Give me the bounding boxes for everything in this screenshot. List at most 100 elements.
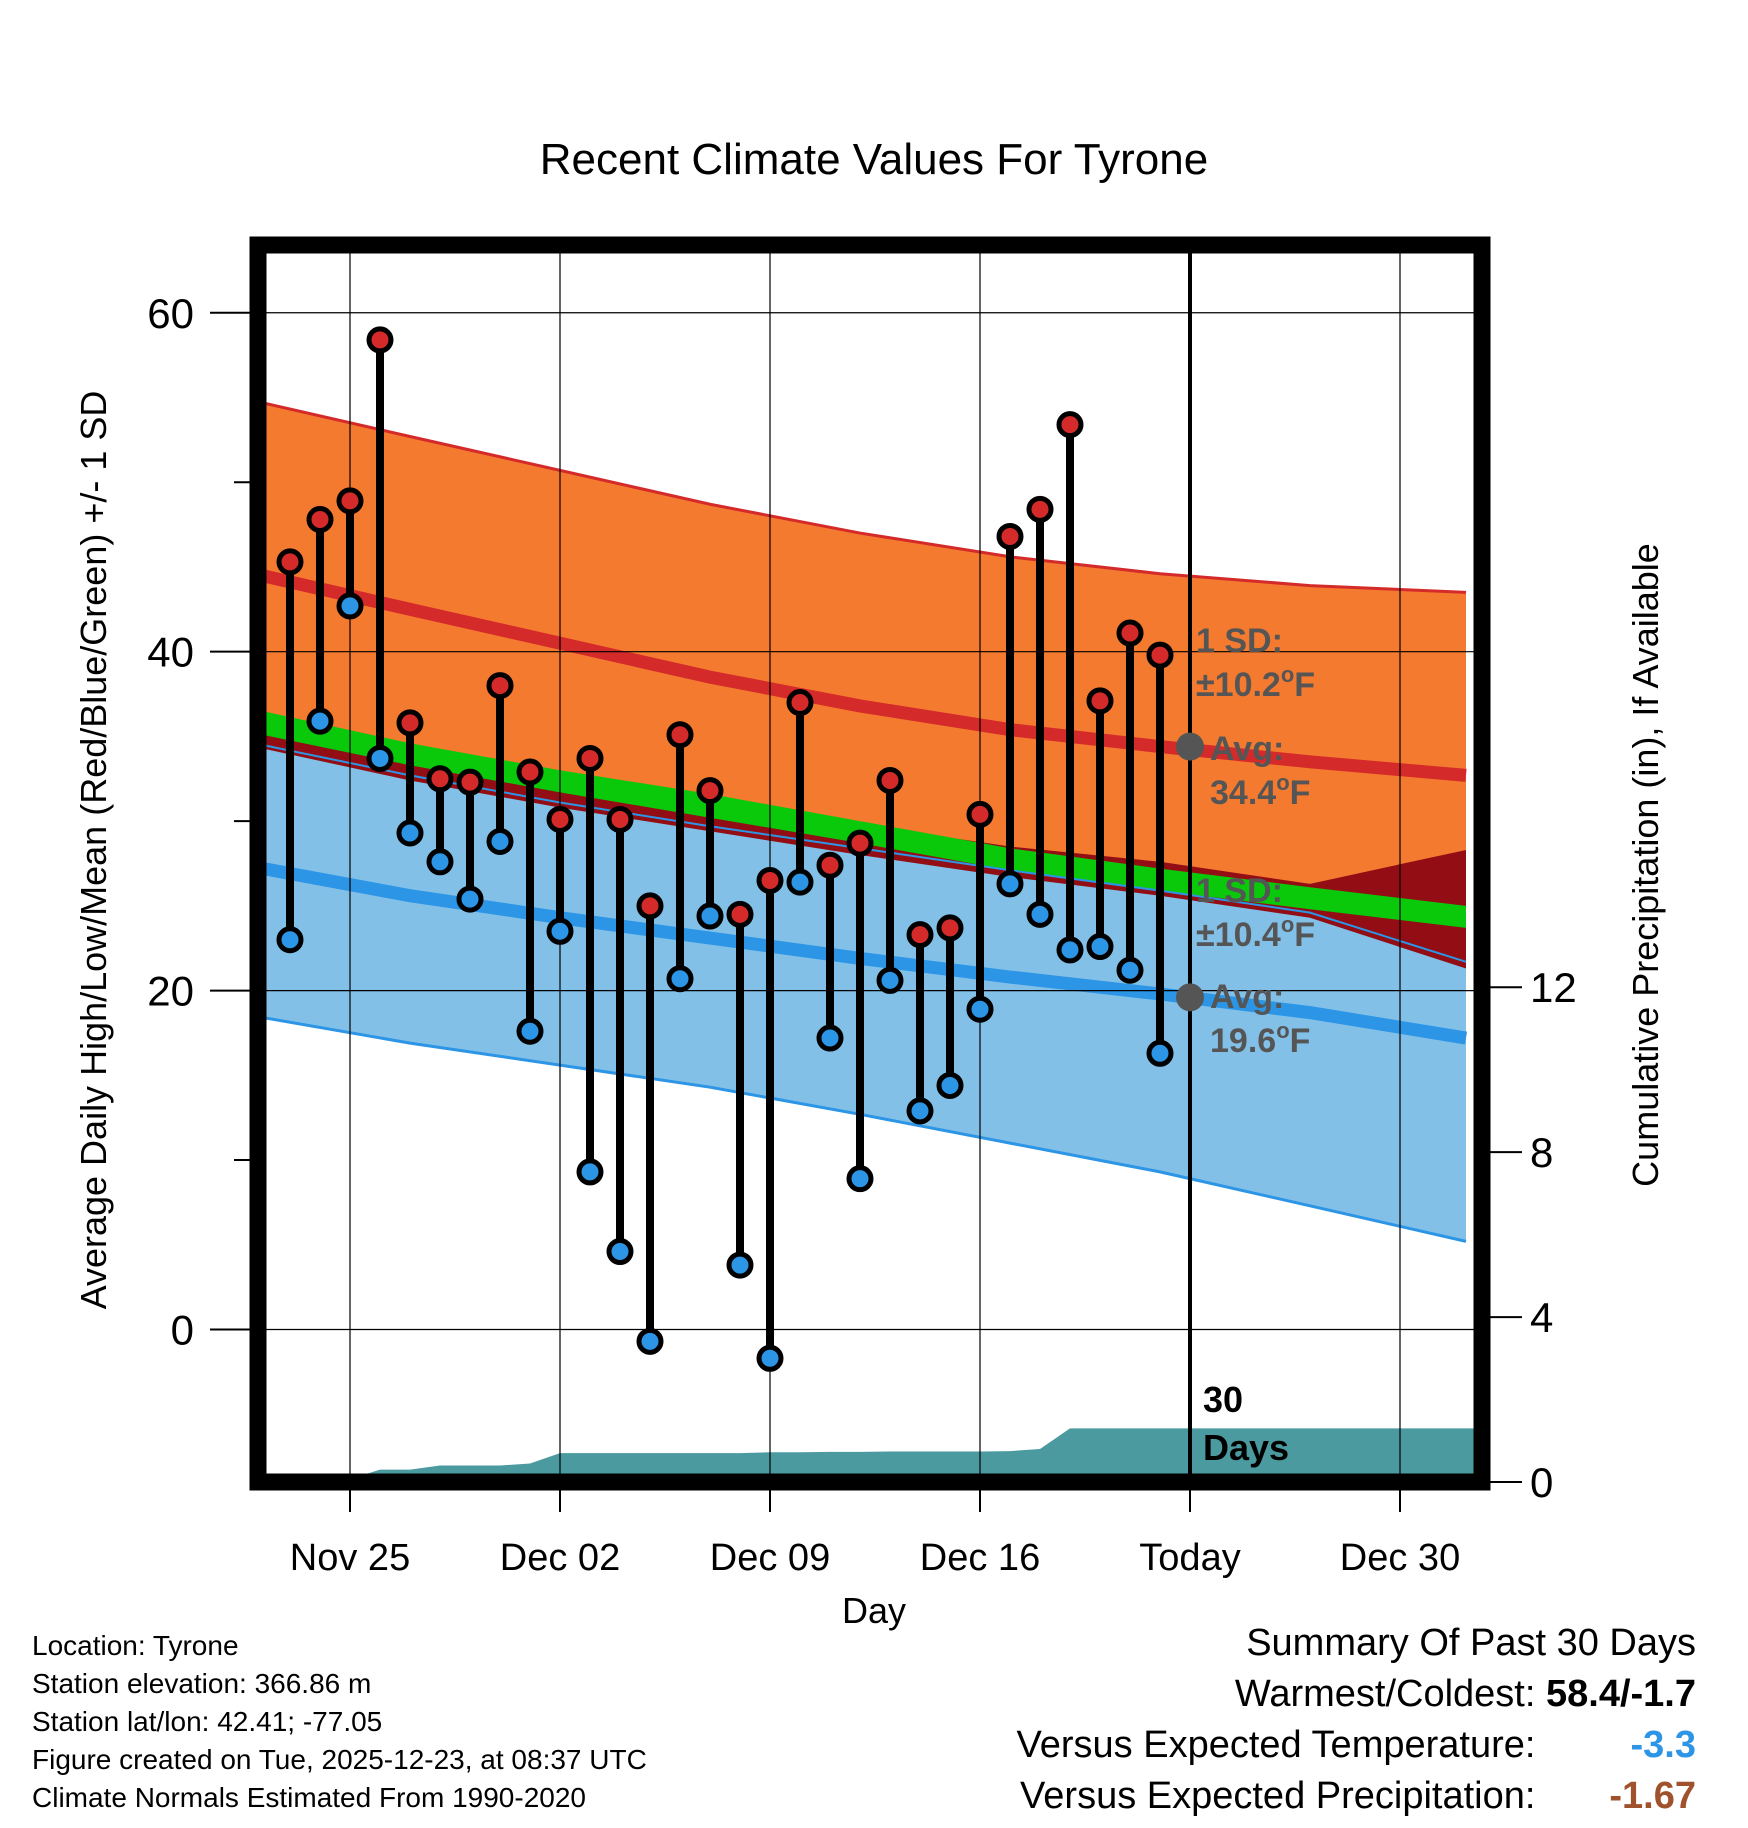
low-avg-marker xyxy=(1176,983,1204,1012)
high-point xyxy=(546,805,574,833)
x-tick-label: Today xyxy=(1139,1537,1240,1579)
high-point xyxy=(306,506,334,534)
high-sd-annotation: ±10.2oF xyxy=(1196,662,1315,704)
summary-temp-label: Versus Expected Temperature: xyxy=(1016,1724,1536,1766)
summary-temp-row: Versus Expected Temperature: -3.3 xyxy=(1017,1724,1696,1775)
low-point xyxy=(576,1158,604,1186)
low-point xyxy=(696,902,724,930)
high-point xyxy=(486,672,514,700)
y-tick-label: 0 xyxy=(171,1306,194,1353)
low-point xyxy=(936,1071,964,1099)
low-sd-annotation: ±10.4oF xyxy=(1196,912,1315,954)
high-avg-marker xyxy=(1176,732,1204,761)
info-location: Location: Tyrone xyxy=(32,1630,239,1661)
high-point xyxy=(906,921,934,949)
high-point xyxy=(756,866,784,894)
high-point xyxy=(726,900,754,928)
y2-tick-label: 4 xyxy=(1530,1294,1553,1341)
high-point xyxy=(876,766,904,794)
high-point xyxy=(696,777,724,805)
low-point xyxy=(636,1327,664,1355)
low-avg-annotation: Avg: xyxy=(1210,978,1284,1016)
low-point xyxy=(606,1238,634,1266)
low-point xyxy=(666,965,694,993)
high-avg-annotation: Avg: xyxy=(1210,730,1284,768)
y2-tick-label: 12 xyxy=(1530,964,1577,1011)
low-point xyxy=(1086,933,1114,961)
high-point xyxy=(576,744,604,772)
y-axis-label: Average Daily High/Low/Mean (Red/Blue/Gr… xyxy=(73,391,114,1310)
low-point xyxy=(546,917,574,945)
x-axis-label: Day xyxy=(842,1590,906,1631)
high-point xyxy=(636,892,664,920)
info-created: Figure created on Tue, 2025-12-23, at 08… xyxy=(32,1744,647,1775)
chart-title: Recent Climate Values For Tyrone xyxy=(540,135,1208,184)
high-sd-annotation: 1 SD: xyxy=(1196,622,1283,660)
low-point xyxy=(396,819,424,847)
info-latlon: Station lat/lon: 42.41; -77.05 xyxy=(32,1706,383,1737)
low-point xyxy=(1146,1039,1174,1067)
plot-frame xyxy=(249,236,1491,1491)
summary-title: Summary Of Past 30 Days xyxy=(1246,1622,1696,1664)
high-point xyxy=(426,765,454,793)
high-point xyxy=(1116,619,1144,647)
precip-area xyxy=(258,1428,1482,1482)
y2-tick-label: 8 xyxy=(1530,1129,1553,1176)
high-point xyxy=(1086,687,1114,715)
low-point xyxy=(906,1097,934,1125)
summary-warmest-value: 58.4/-1.7 xyxy=(1546,1673,1696,1715)
low-point xyxy=(456,885,484,913)
low-point xyxy=(846,1165,874,1193)
high-upper-line xyxy=(253,399,1467,594)
low-point xyxy=(366,744,394,772)
y2-tick-label: 0 xyxy=(1530,1459,1553,1506)
low-point xyxy=(336,592,364,620)
x-tick-label: Nov 25 xyxy=(290,1537,410,1579)
high-point xyxy=(516,758,544,786)
y2-axis-label: Cumulative Precipitation (in), If Availa… xyxy=(1625,543,1666,1187)
low-point xyxy=(756,1344,784,1372)
low-point xyxy=(996,870,1024,898)
high-point xyxy=(936,914,964,942)
high-point xyxy=(786,689,814,717)
info-elevation: Station elevation: 366.86 m xyxy=(32,1668,372,1699)
x-tick-label: Dec 02 xyxy=(500,1537,620,1579)
summary-precip-value: -1.67 xyxy=(1609,1775,1696,1817)
low-point xyxy=(966,995,994,1023)
low-point xyxy=(486,827,514,855)
plot-area: 0 20 40 60 0 4 8 12 Nov 25 Dec 02 Dec 09 Dec 16 Toda… xyxy=(147,236,1577,1579)
high-point xyxy=(816,851,844,879)
y-tick-label: 20 xyxy=(147,968,194,1015)
y-tick-label: 40 xyxy=(147,629,194,676)
low-point xyxy=(516,1017,544,1045)
low-point xyxy=(426,848,454,876)
high-point xyxy=(456,768,484,796)
info-normals: Climate Normals Estimated From 1990-2020 xyxy=(32,1782,586,1813)
low-avg-annotation: 19.6oF xyxy=(1210,1018,1310,1060)
high-point xyxy=(1146,641,1174,669)
summary-warmest-row: Warmest/Coldest: 58.4/-1.7 xyxy=(1017,1673,1696,1724)
y-tick-label: 60 xyxy=(147,290,194,337)
high-point xyxy=(1026,495,1054,523)
summary-precip-label: Versus Expected Precipitation: xyxy=(1020,1775,1536,1817)
x-tick-label: Dec 16 xyxy=(920,1537,1040,1579)
summary-warmest-label: Warmest/Coldest: xyxy=(1234,1673,1536,1715)
high-point xyxy=(336,487,364,515)
low-point xyxy=(1056,936,1084,964)
high-point xyxy=(276,548,304,576)
high-point xyxy=(846,829,874,857)
high-point xyxy=(366,326,394,354)
low-point xyxy=(876,966,904,994)
low-point xyxy=(1026,900,1054,928)
summary-panel: Summary Of Past 30 Days Warmest/Coldest:… xyxy=(1017,1622,1696,1826)
high-point xyxy=(396,709,424,737)
high-point xyxy=(666,721,694,749)
high-point xyxy=(1056,411,1084,439)
low-point xyxy=(816,1024,844,1052)
low-point xyxy=(786,868,814,896)
high-avg-annotation: 34.4oF xyxy=(1210,770,1310,812)
station-info: Location: Tyrone Station elevation: 366.… xyxy=(32,1627,647,1817)
low-point xyxy=(276,926,304,954)
summary-temp-value: -3.3 xyxy=(1630,1724,1696,1766)
